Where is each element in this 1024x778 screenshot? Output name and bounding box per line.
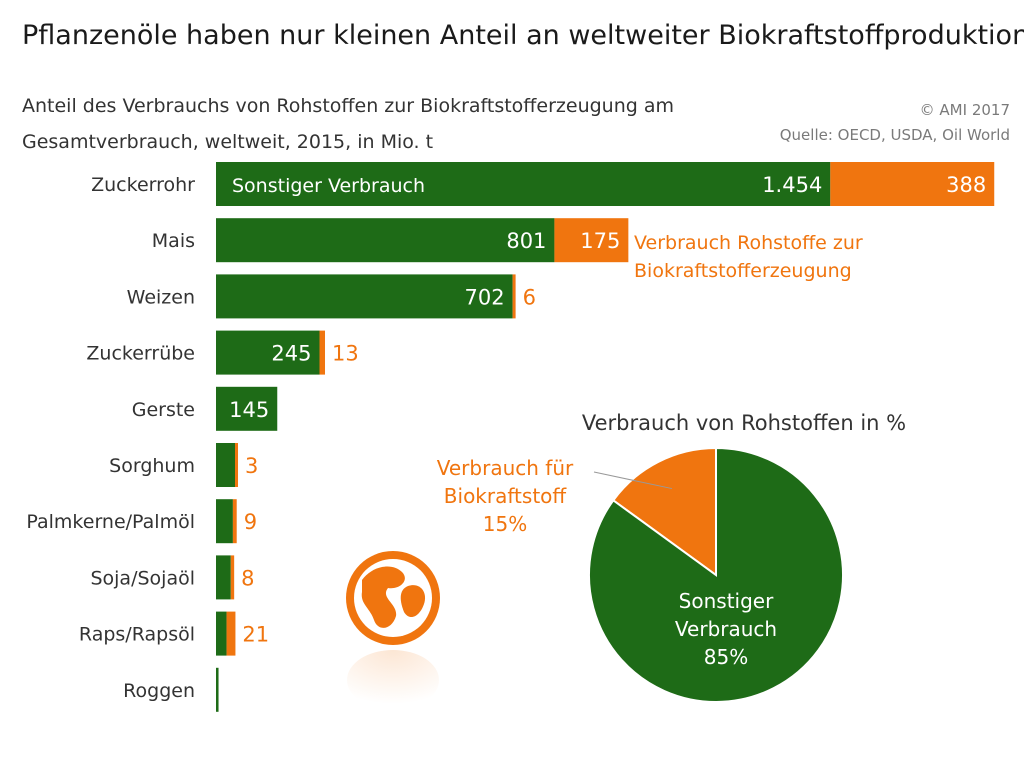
bar-other (216, 555, 231, 600)
bar-biofuel-value: 3 (245, 454, 258, 478)
bar-biofuel (230, 555, 235, 600)
bar-other (216, 499, 233, 544)
bar-biofuel-value: 388 (946, 173, 986, 197)
pie-title: Verbrauch von Rohstoffen in % (582, 411, 906, 435)
category-label: Weizen (127, 286, 195, 308)
category-label: Zuckerrübe (86, 343, 195, 365)
pie-label-other: 85% (704, 645, 748, 669)
chart-title: Pflanzenöle haben nur kleinen Anteil an … (22, 20, 1024, 51)
category-label: Sorghum (109, 455, 195, 477)
pie-label-other: Verbrauch (675, 617, 777, 641)
subtitle-line-2: Gesamtverbrauch, weltweit, 2015, in Mio.… (22, 131, 434, 153)
bar-other-value: 1.454 (762, 173, 822, 197)
category-label: Soja/Sojaöl (90, 567, 195, 589)
bar-biofuel (319, 330, 326, 375)
bar-biofuel-value: 21 (242, 623, 269, 647)
bar-other-value: 145 (229, 398, 269, 422)
bar-biofuel (226, 611, 236, 656)
bar-other (216, 443, 236, 487)
copyright-text: © AMI 2017 (919, 101, 1010, 119)
bar-biofuel (512, 274, 516, 319)
bar-other-value: 245 (271, 342, 311, 366)
bar-other (216, 667, 219, 712)
pie-slice-biofuel (611, 446, 717, 577)
bar-other (216, 330, 320, 375)
category-label: Zuckerrohr (91, 174, 195, 196)
pie-label-biofuel: Biokraftstoff (444, 484, 568, 508)
credit-block: © AMI 2017 Quelle: OECD, USDA, Oil World (780, 98, 1010, 148)
legend-other-label: Sonstiger Verbrauch (232, 175, 425, 197)
bar-chart: Zuckerrohr 1.454 388 Mais 801 175 Weizen 702 6 Zu… (26, 162, 995, 712)
bar-other (216, 386, 278, 431)
source-text: Quelle: OECD, USDA, Oil World (779, 126, 1010, 144)
pie-leader-line (593, 471, 673, 490)
bar-other-value: 801 (506, 229, 546, 253)
bar-biofuel-value: 175 (580, 229, 620, 253)
bar-biofuel (830, 162, 995, 206)
category-label: Raps/Rapsöl (79, 624, 195, 646)
pie-chart: Verbrauch von Rohstoffen in % Verbrauch f… (437, 411, 906, 703)
bar-other (216, 274, 513, 319)
bar-other (216, 611, 227, 656)
pie-slice-other (588, 446, 844, 703)
subtitle-line-1: Anteil des Verbrauchs von Rohstoffen zur… (22, 95, 675, 117)
legend-biofuel-line-1: Verbrauch Rohstoffe zur (634, 232, 863, 254)
category-label: Roggen (123, 680, 195, 702)
bar-biofuel (235, 443, 239, 487)
bar-other-value: 702 (465, 285, 505, 309)
category-label: Mais (152, 230, 195, 252)
bar-biofuel-value: 9 (244, 510, 257, 534)
bar-other (216, 162, 831, 206)
bar-biofuel-value: 8 (241, 566, 254, 590)
pie-label-biofuel: Verbrauch für (437, 456, 574, 480)
bar-biofuel (554, 218, 629, 263)
globe-icon (346, 551, 440, 710)
bar-biofuel (232, 499, 237, 544)
bar-other (216, 218, 555, 263)
chart-subtitle: Anteil des Verbrauchs von Rohstoffen zur… (22, 88, 674, 160)
pie-label-other: Sonstiger (679, 589, 774, 613)
pie-label-biofuel: 15% (483, 512, 527, 536)
category-label: Palmkerne/Palmöl (26, 511, 195, 533)
bar-biofuel-value: 13 (332, 342, 359, 366)
legend-biofuel-line-2: Biokraftstofferzeugung (634, 260, 852, 282)
bar-biofuel-value: 6 (523, 285, 536, 309)
category-label: Gerste (132, 399, 195, 421)
